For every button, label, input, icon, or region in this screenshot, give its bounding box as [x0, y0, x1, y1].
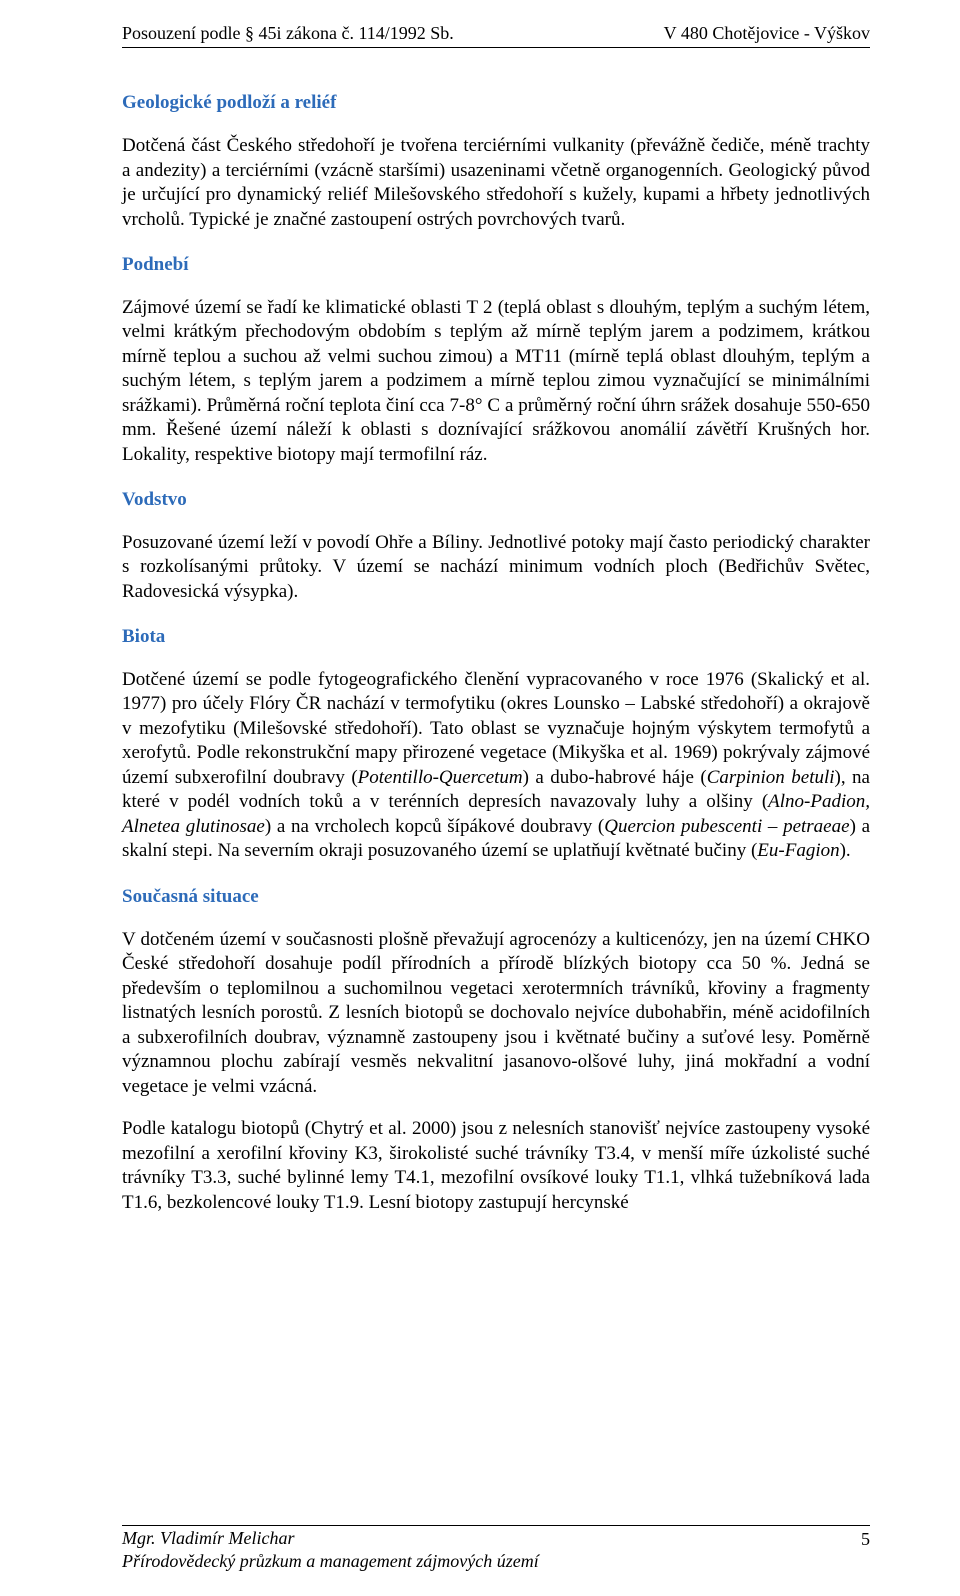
footer-row: Mgr. Vladimír Melichar Přírodovědecký pr…: [122, 1527, 870, 1572]
page: Posouzení podle § 45i zákona č. 114/1992…: [0, 0, 960, 1596]
running-header: Posouzení podle § 45i zákona č. 114/1992…: [122, 22, 870, 45]
header-left: Posouzení podle § 45i zákona č. 114/1992…: [122, 22, 454, 45]
header-rule: [122, 47, 870, 48]
section-title-biota: Biota: [122, 624, 870, 650]
section-title-vodstvo: Vodstvo: [122, 487, 870, 513]
page-footer: Mgr. Vladimír Melichar Přírodovědecký pr…: [122, 1525, 870, 1572]
footer-subtitle: Přírodovědecký průzkum a management zájm…: [122, 1550, 539, 1573]
section-title-geologie: Geologické podloží a reliéf: [122, 90, 870, 116]
section-title-soucasna: Současná situace: [122, 884, 870, 910]
paragraph: Podle katalogu biotopů (Chytrý et al. 20…: [122, 1117, 870, 1215]
header-right: V 480 Chotějovice - Výškov: [664, 22, 870, 45]
paragraph: Dotčená část Českého středohoří je tvoře…: [122, 134, 870, 232]
paragraph: Dotčené území se podle fytogeografického…: [122, 668, 870, 864]
paragraph: Zájmové území se řadí ke klimatické obla…: [122, 296, 870, 468]
page-number: 5: [861, 1527, 870, 1550]
footer-rule: [122, 1525, 870, 1526]
footer-author-block: Mgr. Vladimír Melichar Přírodovědecký pr…: [122, 1527, 539, 1572]
paragraph: Posuzované území leží v povodí Ohře a Bí…: [122, 531, 870, 605]
paragraph: V dotčeném území v současnosti plošně př…: [122, 928, 870, 1100]
section-title-podnebi: Podnebí: [122, 252, 870, 278]
footer-author: Mgr. Vladimír Melichar: [122, 1527, 539, 1550]
